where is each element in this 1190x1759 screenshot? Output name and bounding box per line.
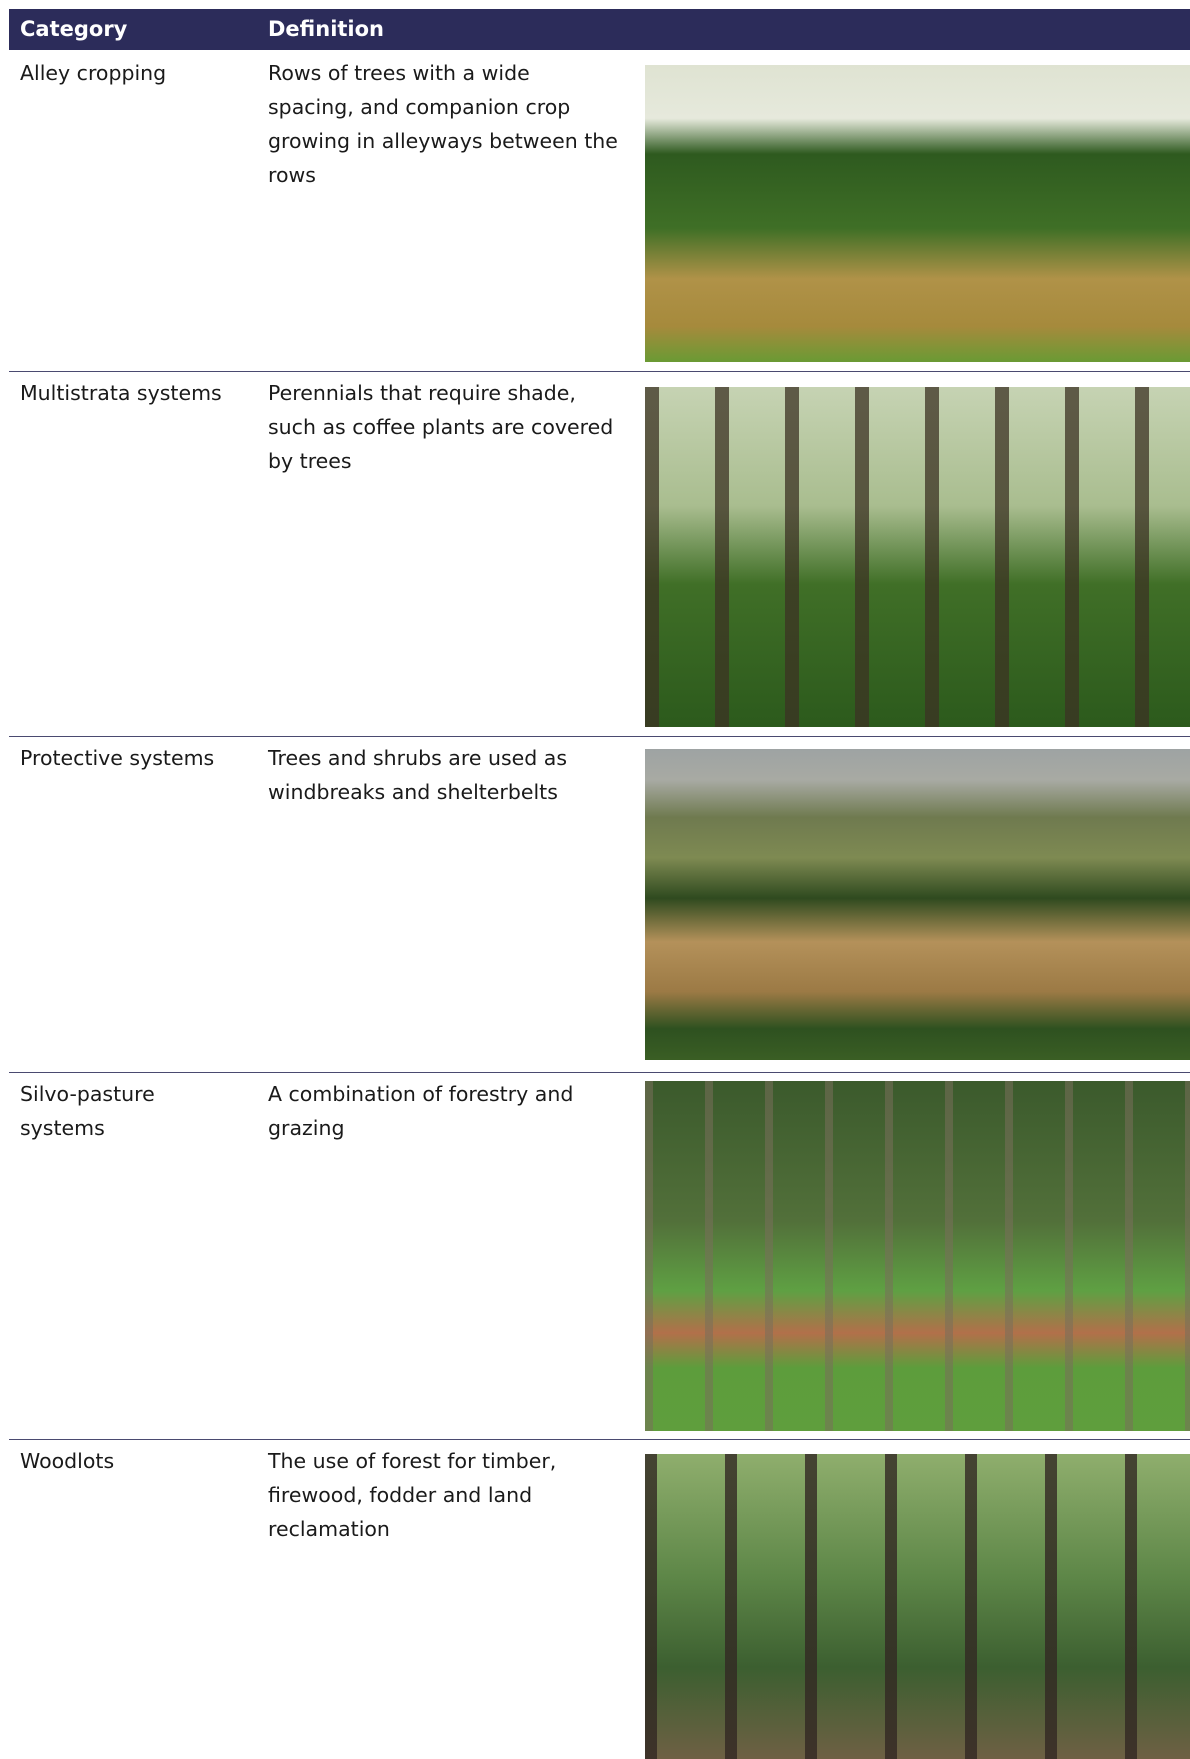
category-cell: Multistrata systems <box>20 381 222 405</box>
photo <box>645 65 1190 362</box>
row-separator <box>9 371 1190 372</box>
photo <box>645 387 1190 727</box>
photo <box>645 1454 1190 1759</box>
photo <box>645 749 1190 1060</box>
header-cell: Definition <box>268 17 385 41</box>
row-separator <box>9 736 1190 737</box>
header-cell: Category <box>20 17 128 41</box>
definition-cell: Rows of trees with a wide spacing, and c… <box>268 61 618 187</box>
definition-cell: A combination of forestry and grazing <box>268 1082 574 1140</box>
definition-cell: The use of forest for timber, firewood, … <box>268 1449 557 1541</box>
category-cell: Woodlots <box>20 1449 115 1473</box>
row-separator <box>9 1072 1190 1073</box>
row-separator <box>9 1439 1190 1440</box>
table-header: Category Definition <box>9 9 1190 50</box>
definition-cell: Trees and shrubs are used as windbreaks … <box>268 746 568 804</box>
definition-cell: Perennials that require shade, such as c… <box>268 381 614 473</box>
category-cell: Silvo-pasture systems <box>20 1082 155 1140</box>
category-cell: Protective systems <box>20 746 215 770</box>
category-cell: Alley cropping <box>20 61 167 85</box>
photo <box>645 1081 1190 1431</box>
